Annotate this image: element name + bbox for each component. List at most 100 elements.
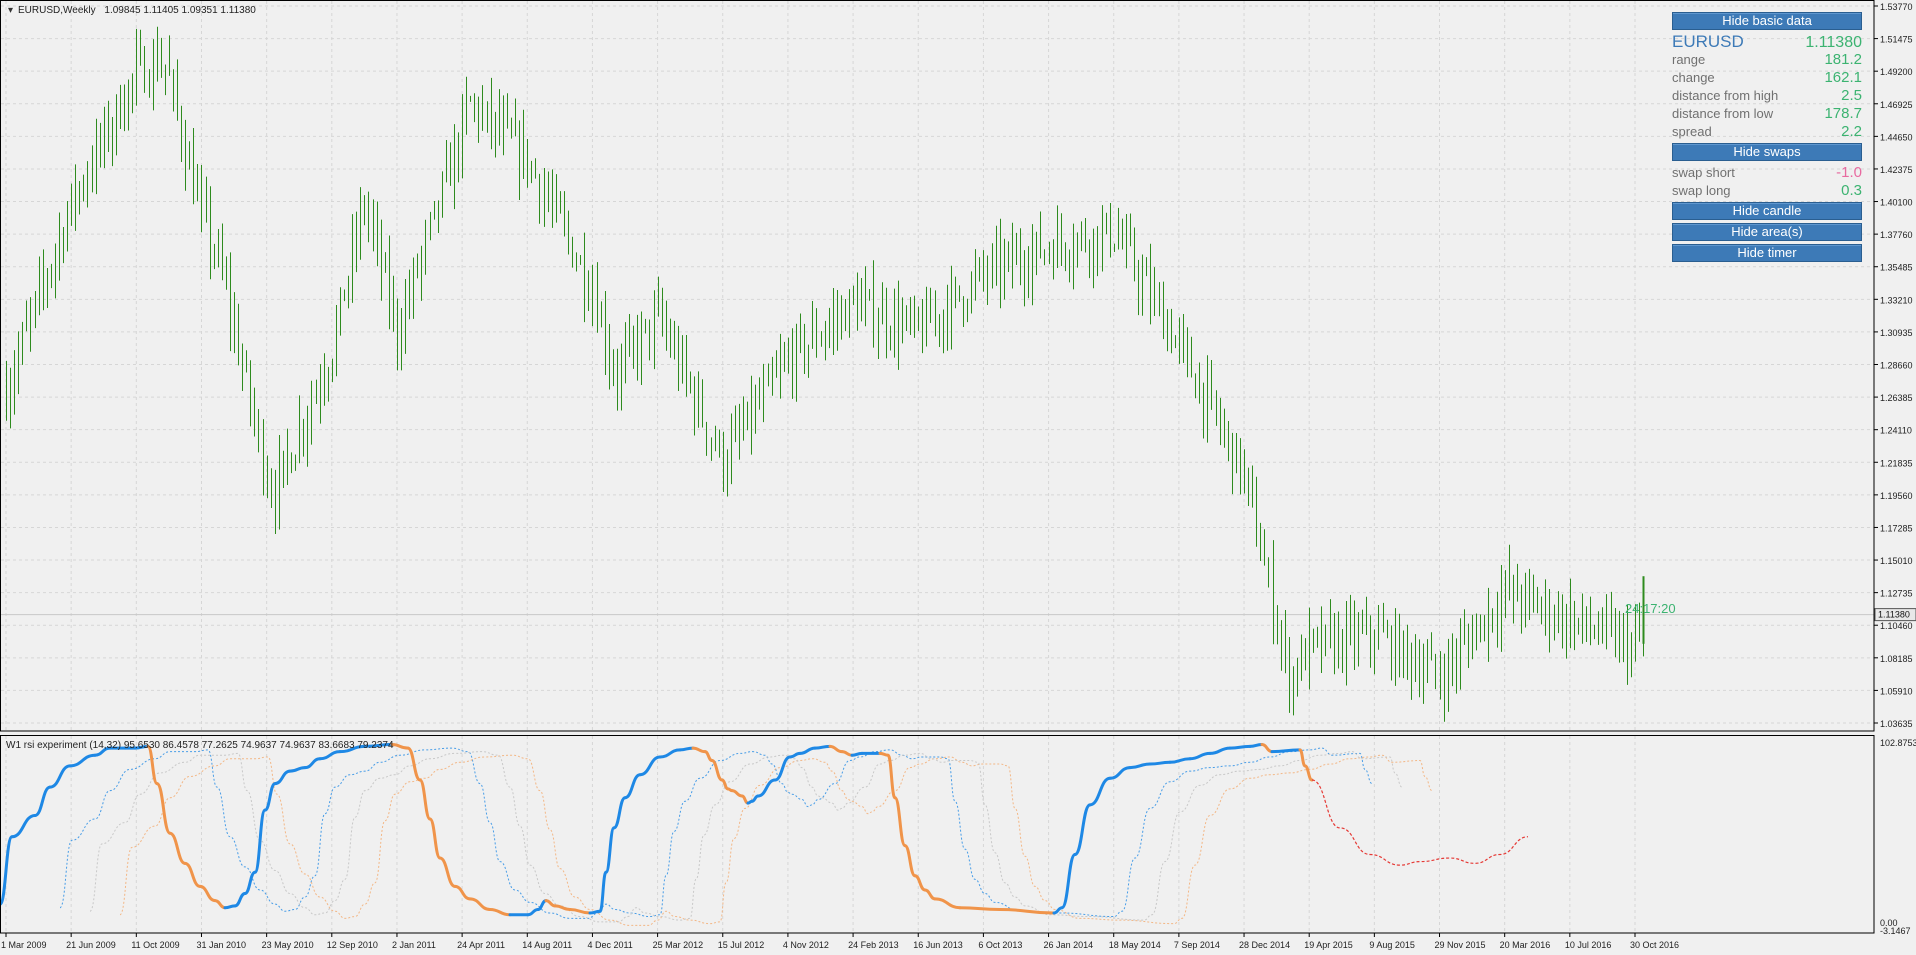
rsi-main-segment: [788, 751, 802, 759]
rsi-main-segment: [1088, 776, 1112, 807]
rsi-main-segment: [213, 899, 227, 910]
rsi-main-segment: [730, 789, 744, 798]
stat-value: 181.2: [1824, 51, 1862, 68]
rsi-slower-line: [119, 754, 1433, 926]
time-label: 28 Dec 2014: [1239, 940, 1290, 950]
rsi-main-segment: [48, 764, 72, 789]
swap-label: swap long: [1672, 183, 1731, 198]
rsi-main-segment: [243, 870, 257, 896]
price-label: 1.37760: [1880, 230, 1913, 240]
hide-swaps-button[interactable]: Hide swaps: [1672, 143, 1862, 161]
rsi-main-segment: [1128, 762, 1152, 770]
swap-value: -1.0: [1836, 164, 1862, 181]
hide-areas-button[interactable]: Hide area(s): [1672, 223, 1862, 241]
rsi-main-segment: [1270, 748, 1302, 754]
rsi-main-segment: [223, 904, 237, 910]
current-price-tag: [1874, 608, 1916, 622]
time-label: 11 Oct 2009: [131, 940, 179, 950]
indicator-axis-label: -3.1467: [1880, 926, 1911, 936]
symbol-row: EURUSD 1.11380: [1672, 33, 1864, 52]
stat-label: range: [1672, 52, 1706, 67]
stat-value: 2.2: [1841, 123, 1862, 140]
time-label: 16 Jun 2013: [913, 940, 963, 950]
price-label: 1.35485: [1880, 263, 1913, 273]
price-label: 1.26385: [1880, 393, 1913, 403]
time-label: 15 Jul 2012: [718, 940, 765, 950]
price-label: 1.53770: [1880, 2, 1913, 12]
info-panel: Hide basic data EURUSD 1.11380 range 181…: [1672, 12, 1864, 265]
price-label: 1.30935: [1880, 328, 1913, 338]
time-label: 24 Feb 2013: [848, 940, 899, 950]
chart-title: EURUSD,Weekly 1.09845 1.11405 1.09351 1.…: [18, 5, 256, 16]
rsi-main-segment: [773, 755, 792, 782]
rsi-main-segment: [933, 897, 962, 910]
rsi-main-segment: [1228, 744, 1252, 750]
indicator-frame: [0, 735, 1875, 934]
rsi-main-segment: [1168, 757, 1192, 764]
price-label: 1.44650: [1880, 132, 1913, 142]
rsi-main-segment: [958, 906, 1002, 911]
indicator-title: W1 rsi experiment (14,32) 95.6530 86.457…: [6, 740, 394, 751]
rsi-main-segment: [756, 778, 777, 798]
price-label: 1.12735: [1880, 589, 1913, 599]
rsi-main-segment: [273, 769, 292, 786]
price-label: 1.19560: [1880, 491, 1913, 501]
rsi-main-segment: [338, 744, 367, 754]
time-label: 7 Sep 2014: [1174, 940, 1220, 950]
price-label: 1.24110: [1880, 426, 1912, 436]
rsi-main-segment: [1188, 751, 1212, 761]
stat-label: distance from low: [1672, 106, 1774, 121]
time-label: 24 Apr 2011: [457, 940, 505, 950]
time-label: 25 Mar 2012: [653, 940, 704, 950]
rsi-main-segment: [598, 870, 608, 913]
time-label: 10 Jul 2016: [1565, 940, 1612, 950]
candle-timer: 24:17:20: [1625, 601, 1676, 616]
rsi-main-segment: [1260, 743, 1274, 754]
stat-row-change: change 162.1: [1672, 69, 1864, 87]
rsi-main-segment: [438, 856, 457, 888]
rsi-main-segment: [913, 874, 927, 892]
hide-candle-button[interactable]: Hide candle: [1672, 202, 1862, 220]
price-label: 1.21835: [1880, 458, 1913, 468]
rsi-main-segment: [1298, 748, 1307, 768]
time-label: 6 Oct 2013: [978, 940, 1022, 950]
main-frame: [0, 0, 1875, 732]
symbol-price: 1.11380: [1805, 34, 1862, 51]
hide-timer-button[interactable]: Hide timer: [1672, 244, 1862, 262]
rsi-main-segment: [1208, 746, 1232, 755]
rsi-signal-line: [89, 751, 1403, 923]
rsi-main-segment: [198, 884, 217, 903]
rsi-forecast-line: [1311, 779, 1529, 866]
stat-row-distance-low: distance from low 178.7: [1672, 105, 1864, 123]
indicator-axis-label: 102.8753: [1880, 738, 1916, 748]
rsi-main-segment: [658, 748, 682, 759]
time-label: 14 Aug 2011: [522, 940, 572, 950]
rsi-main-segment: [710, 759, 724, 782]
rsi-main-segment: [155, 782, 172, 835]
rsi-main-segment: [1060, 852, 1077, 910]
rsi-main-segment: [390, 743, 410, 750]
rsi-main-segment: [168, 831, 187, 865]
hide-basic-data-button[interactable]: Hide basic data: [1672, 12, 1862, 30]
price-label: 1.03635: [1880, 719, 1913, 729]
rsi-main-segment: [703, 750, 714, 763]
rsi-main-segment: [850, 751, 864, 757]
rsi-main-segment: [813, 744, 832, 750]
stat-row-distance-high: distance from high 2.5: [1672, 87, 1864, 105]
rsi-main-segment: [536, 899, 548, 911]
rsi-main-segment: [998, 907, 1056, 915]
swap-label: swap short: [1672, 165, 1735, 180]
rsi-main-segment: [288, 766, 307, 773]
time-label: 9 Aug 2015: [1369, 940, 1415, 950]
stat-label: spread: [1672, 124, 1712, 139]
rsi-main-segment: [68, 753, 97, 768]
rsi-main-segment: [33, 785, 52, 817]
title-arrow-icon[interactable]: ▾: [8, 5, 13, 16]
rsi-main-segment: [1248, 743, 1264, 748]
rsi-main-segment: [678, 746, 695, 752]
rsi-indicator: [0, 743, 1529, 926]
rsi-main-segment: [612, 796, 627, 830]
price-label: 1.17285: [1880, 523, 1913, 533]
rsi-main-segment: [0, 835, 14, 906]
